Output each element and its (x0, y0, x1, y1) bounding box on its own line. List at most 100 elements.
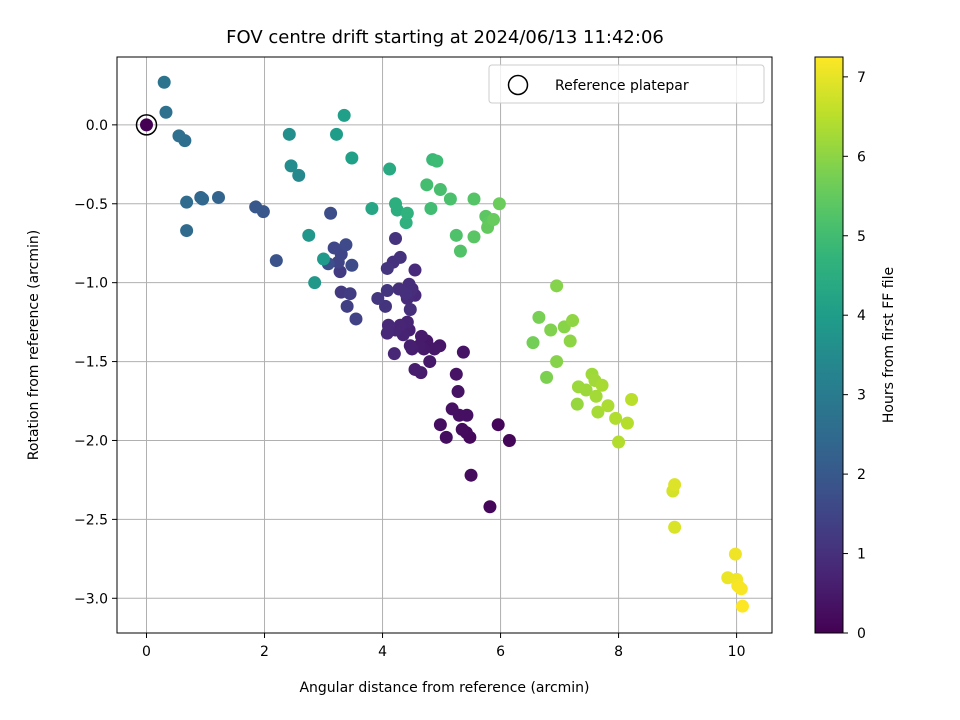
data-point (492, 197, 506, 211)
data-point (460, 408, 474, 422)
data-point (540, 370, 554, 384)
data-point (392, 282, 406, 296)
y-axis-label: Rotation from reference (arcmin) (26, 230, 42, 460)
data-point (330, 127, 344, 141)
data-point (455, 422, 469, 436)
x-tick-label: 4 (378, 644, 387, 660)
data-point (612, 435, 626, 449)
data-point (570, 397, 584, 411)
data-point (387, 347, 401, 361)
colorbar-tick-label: 5 (857, 229, 866, 245)
colorbar-tick-label: 0 (857, 626, 866, 642)
y-axis: 0.0 −0.5 −1.0 −1.5 −2.0 −2.5 −3.0 (74, 118, 117, 607)
data-point (467, 230, 481, 244)
data-point (327, 241, 341, 255)
data-point (269, 254, 283, 268)
data-point (337, 108, 351, 122)
data-point (371, 291, 385, 305)
data-point (349, 312, 363, 326)
data-point (532, 310, 546, 324)
data-point (172, 129, 186, 143)
data-point (453, 244, 467, 258)
data-point (668, 520, 682, 534)
data-point (383, 162, 397, 176)
data-point (563, 334, 577, 348)
data-point (591, 405, 605, 419)
data-point (439, 430, 453, 444)
data-point (180, 224, 194, 238)
data-point (433, 183, 447, 197)
data-point (733, 580, 747, 594)
data-point (317, 252, 331, 266)
y-tick-label: −0.5 (74, 197, 108, 213)
data-point (308, 276, 322, 290)
data-point (467, 192, 481, 206)
data-point (365, 201, 379, 215)
data-point (486, 213, 500, 227)
data-point (157, 75, 171, 89)
data-point (324, 206, 338, 220)
y-tick-label: −2.0 (74, 433, 108, 449)
data-point (566, 314, 580, 328)
data-point (403, 302, 417, 316)
data-point (502, 433, 516, 447)
data-point (399, 216, 413, 230)
y-tick-label: −2.5 (74, 512, 108, 528)
data-point (668, 478, 682, 492)
x-tick-label: 2 (260, 644, 269, 660)
x-axis-label: Angular distance from reference (arcmin) (299, 680, 589, 696)
reference-platepar-marker (135, 114, 158, 136)
data-point (393, 250, 407, 264)
data-point (550, 279, 564, 293)
data-point (526, 336, 540, 350)
data-point (483, 500, 497, 514)
data-point (180, 195, 194, 209)
colorbar-tick-label: 7 (857, 70, 866, 86)
data-point (625, 392, 639, 406)
data-point (433, 418, 447, 432)
x-tick-label: 8 (614, 644, 623, 660)
data-point (424, 201, 438, 215)
data-point (735, 599, 749, 613)
y-tick-label: −1.0 (74, 276, 108, 292)
data-point (408, 263, 422, 277)
y-tick-label: −3.0 (74, 591, 108, 607)
data-point (196, 192, 210, 206)
data-point (456, 345, 470, 359)
data-point (601, 399, 615, 413)
data-point (579, 383, 593, 397)
colorbar-label: Hours from first FF file (881, 267, 897, 423)
data-point (302, 228, 316, 242)
data-point (345, 258, 359, 272)
data-points (140, 75, 749, 613)
data-point (443, 192, 457, 206)
data-point (389, 197, 403, 211)
colorbar-tick-label: 3 (857, 388, 866, 404)
x-tick-label: 0 (142, 644, 151, 660)
data-point (449, 228, 463, 242)
data-point (380, 284, 394, 298)
data-point (380, 261, 394, 275)
colorbar-tick-label: 1 (857, 547, 866, 563)
data-point (550, 355, 564, 369)
data-point (595, 378, 609, 392)
data-point (544, 323, 558, 337)
data-point (420, 178, 434, 192)
data-point (345, 151, 359, 165)
colorbar-tick-label: 6 (857, 149, 866, 165)
data-point (403, 339, 417, 353)
data-point (445, 402, 459, 416)
data-point (589, 389, 603, 403)
data-point (728, 547, 742, 561)
data-point (343, 287, 357, 301)
y-tick-label: 0.0 (86, 118, 108, 134)
data-point (282, 127, 296, 141)
plot-frame (116, 56, 773, 634)
x-tick-label: 10 (728, 644, 746, 660)
data-point (449, 367, 463, 381)
legend-box (488, 64, 765, 104)
data-point (159, 105, 173, 119)
colorbar-tick-label: 2 (857, 467, 866, 483)
